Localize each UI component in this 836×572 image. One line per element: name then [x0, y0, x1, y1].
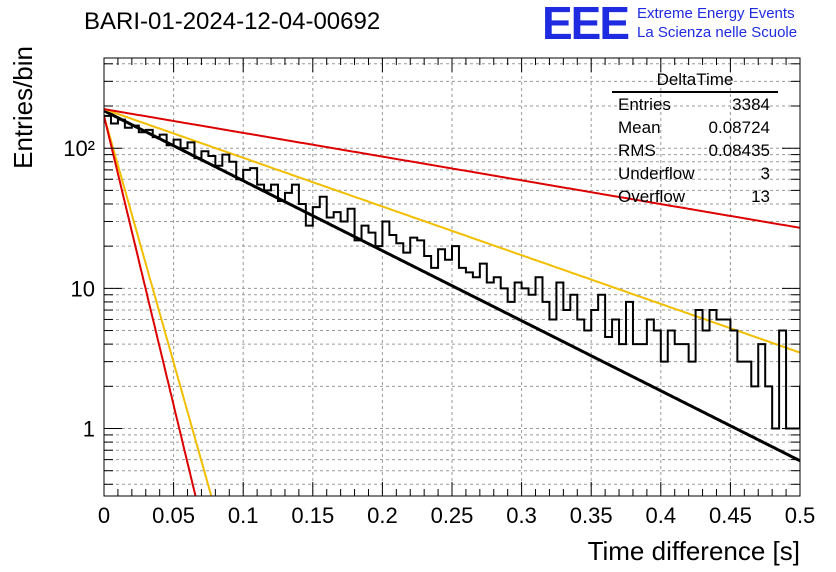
eee-logo: EEE: [542, 0, 630, 49]
stats-row-mean: Mean 0.08724: [612, 116, 778, 139]
stats-label: Underflow: [618, 164, 695, 183]
stats-label: Overflow: [618, 187, 686, 206]
x-tick-label: 0.15: [291, 503, 334, 528]
stats-value: 3384: [732, 95, 770, 114]
stats-value: 0.08435: [708, 141, 770, 160]
histogram-series: [104, 114, 800, 430]
fit-curves: [104, 108, 800, 496]
x-tick-label: 0: [98, 503, 110, 528]
logo-line-1: Extreme Energy Events: [637, 5, 795, 22]
stats-label: RMS: [618, 141, 656, 160]
stats-value: 13: [751, 187, 770, 206]
x-tick-label: 0.3: [506, 503, 537, 528]
x-tick-label: 0.35: [570, 503, 613, 528]
logo-line-2: La Scienza nelle Scuole: [637, 24, 798, 41]
x-tick-label: 0.5: [785, 503, 816, 528]
plot-title: BARI-01-2024-12-04-00692: [84, 8, 381, 35]
x-tick-labels: 0 0.05 0.1 0.15 0.2 0.25 0.3 0.35 0.4 0.45 0.5: [98, 503, 815, 528]
stats-row-entries: Entries 3384: [612, 93, 778, 116]
x-tick-label: 0.4: [646, 503, 677, 528]
stats-row-overflow: Overflow 13: [612, 185, 778, 208]
y-tick-labels: 1 10 10²: [63, 136, 95, 441]
y-tick-label: 10: [71, 276, 95, 301]
fit-black: [104, 109, 800, 463]
axis-ticks: [103, 58, 801, 496]
logo-caption: Extreme Energy Events La Scienza nelle S…: [637, 4, 797, 42]
fit-red-slow: [104, 108, 800, 229]
y-tick-label: 10²: [63, 136, 95, 161]
stats-box: DeltaTime Entries 3384 Mean 0.08724 RMS 0.084…: [612, 70, 778, 208]
x-tick-label: 0.25: [431, 503, 474, 528]
stats-rows: Entries 3384 Mean 0.08724 RMS 0.08435 Underflo…: [612, 93, 778, 208]
x-tick-label: 0.2: [367, 503, 398, 528]
fit-yellow-slow: [104, 108, 800, 354]
x-axis-label: Time difference [s]: [588, 536, 800, 566]
stats-header: DeltaTime: [612, 70, 778, 93]
x-tick-label: 0.05: [152, 503, 195, 528]
y-axis-label: Entries/bin: [8, 46, 38, 169]
stats-value: 0.08724: [708, 118, 770, 137]
stats-value: 3: [760, 164, 770, 183]
y-tick-label: 1: [83, 417, 95, 442]
x-tick-label: 0.45: [709, 503, 752, 528]
stats-label: Entries: [618, 95, 671, 114]
x-tick-label: 0.1: [228, 503, 259, 528]
stats-row-underflow: Underflow 3: [612, 162, 778, 185]
stats-label: Mean: [618, 118, 661, 137]
stats-row-rms: RMS 0.08435: [612, 139, 778, 162]
